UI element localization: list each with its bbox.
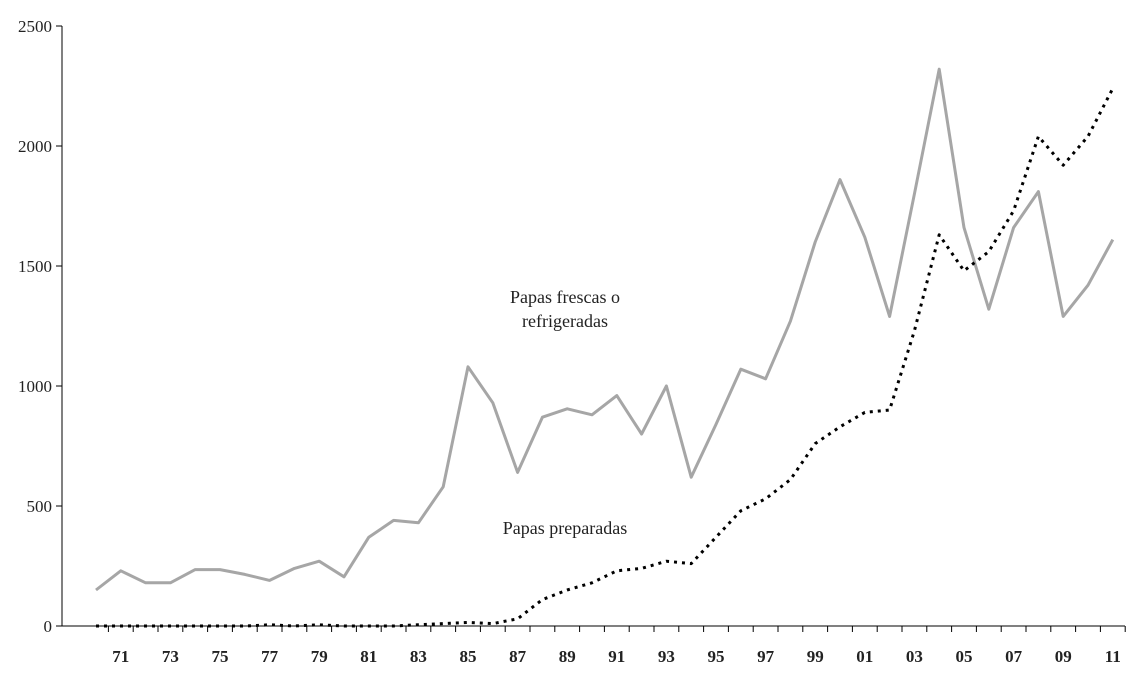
x-tick-label: 71 xyxy=(112,647,129,666)
x-tick-label: 09 xyxy=(1055,647,1072,666)
y-tick-label: 0 xyxy=(44,617,53,636)
x-tick-label: 91 xyxy=(608,647,625,666)
x-tick-label: 77 xyxy=(261,647,279,666)
series-line xyxy=(95,67,1115,592)
series-label: Papas preparadas xyxy=(502,518,628,538)
x-tick-label: 05 xyxy=(956,647,973,666)
x-tick-label: 07 xyxy=(1005,647,1023,666)
x-tick-label: 79 xyxy=(311,647,328,666)
x-tick-label: 83 xyxy=(410,647,427,666)
x-tick-label: 97 xyxy=(757,647,775,666)
y-tick-label: 2500 xyxy=(18,17,52,36)
x-tick-label: 87 xyxy=(509,647,527,666)
series-line xyxy=(96,87,1115,628)
x-tick-label: 75 xyxy=(212,647,229,666)
x-tick-label: 81 xyxy=(360,647,377,666)
x-tick-label: 93 xyxy=(658,647,675,666)
x-tick-label: 03 xyxy=(906,647,923,666)
x-tick-label: 95 xyxy=(708,647,725,666)
x-tick-label: 85 xyxy=(460,647,477,666)
x-tick-label: 89 xyxy=(559,647,576,666)
y-tick-label: 500 xyxy=(27,497,53,516)
y-tick-label: 1500 xyxy=(18,257,52,276)
series-label: Papas frescas o refrigeradas xyxy=(510,287,620,331)
x-tick-label: 99 xyxy=(807,647,824,666)
y-tick-label: 2000 xyxy=(18,137,52,156)
x-tick-label: 11 xyxy=(1105,647,1121,666)
x-tick-label: 73 xyxy=(162,647,179,666)
x-tick-label: 01 xyxy=(856,647,873,666)
y-tick-label: 1000 xyxy=(18,377,52,396)
